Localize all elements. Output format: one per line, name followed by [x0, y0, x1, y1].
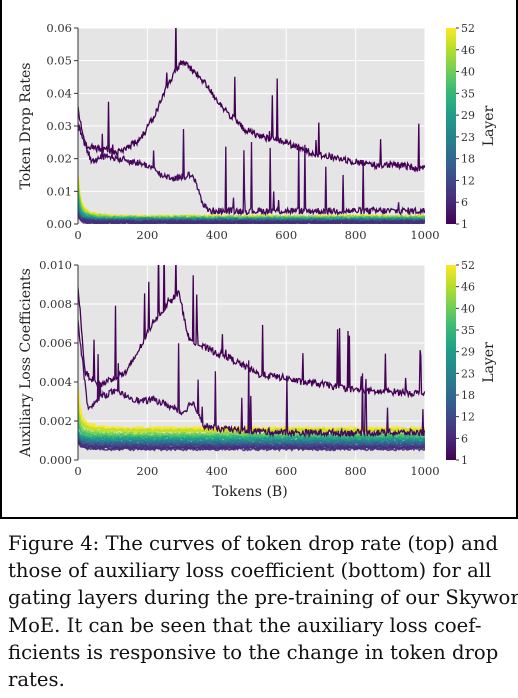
y-tick-label: 0.006	[39, 336, 72, 350]
x-tick-label: 200	[136, 464, 158, 478]
y-tick-label: 0.00	[46, 217, 72, 231]
layer-line-highlight	[78, 265, 425, 399]
colorbar-tick-label: 18	[461, 389, 475, 402]
colorbar-tick-label: 1	[461, 218, 468, 231]
frame-bottom-border	[0, 517, 518, 519]
layer-line	[78, 434, 425, 445]
layer-line	[78, 422, 425, 439]
series-group	[78, 265, 425, 452]
layer-line	[78, 439, 425, 451]
colorbar-label: Layer	[481, 105, 497, 146]
colorbar-tick-label: 52	[461, 22, 475, 35]
x-tick-label: 1000	[410, 464, 439, 478]
y-tick-label: 0.000	[39, 453, 72, 467]
y-tick-label: 0.01	[46, 184, 72, 198]
colorbar-tick-label: 46	[461, 44, 475, 57]
layer-line-highlight	[78, 320, 425, 439]
x-tick-label: 200	[136, 228, 158, 242]
x-tick-label: 0	[74, 464, 81, 478]
layer-line	[78, 441, 425, 452]
aux-loss-coefficient-panel: 0.000 0.002 0.004 0.006 0.008 0.010 0 200 400 600…	[18, 258, 497, 478]
y-axis-label: Token Drop Rates	[18, 63, 34, 190]
x-tick-label: 600	[275, 228, 297, 242]
caption-line: rates.	[8, 668, 65, 692]
frame-right-border	[516, 0, 518, 518]
colorbar-tick-label: 6	[461, 196, 468, 209]
x-axis-label: Tokens (B)	[212, 484, 287, 500]
colorbar-tick-label: 12	[461, 174, 475, 187]
layer-line	[78, 431, 425, 441]
colorbar-tick-label: 12	[461, 411, 475, 424]
y-tick-label: 0.06	[46, 21, 72, 35]
colorbar-tick-label: 23	[461, 367, 475, 380]
y-tick-label: 0.004	[39, 375, 72, 389]
colorbar-tick-label: 1	[461, 454, 468, 467]
y-tick-label: 0.02	[46, 152, 72, 166]
colorbar-tick-label: 29	[461, 346, 475, 359]
token-drop-rate-panel: 0.00 0.01 0.02 0.03 0.04 0.05 0.06 0 200 400 600 80…	[18, 21, 497, 242]
colorbar-tick-label: 35	[461, 87, 475, 100]
y-tick-label: 0.008	[39, 297, 72, 311]
x-tick-label: 600	[275, 464, 297, 478]
y-tick-label: 0.04	[46, 86, 72, 100]
series-group	[78, 28, 425, 224]
colorbar-tick-label: 18	[461, 153, 475, 166]
layer-line-highlight	[78, 28, 425, 173]
y-axis-label: Auxiliary Loss Coefficients	[18, 268, 34, 458]
y-tick-label: 0.05	[46, 54, 72, 68]
x-tick-label: 400	[206, 464, 228, 478]
caption-line: ficients is responsive to the change in …	[8, 640, 499, 664]
colorbar-tick-label: 46	[461, 281, 475, 294]
figure-caption: Figure 4: The curves of token drop rate …	[8, 530, 518, 693]
x-tick-label: 800	[345, 464, 367, 478]
x-tick-label: 1000	[410, 228, 439, 242]
colorbar-label: Layer	[481, 342, 497, 383]
layer-line	[78, 214, 425, 224]
colorbar-tick-label: 6	[461, 432, 468, 445]
colorbar-tick-label: 40	[461, 66, 475, 79]
colorbar-tick-label: 23	[461, 131, 475, 144]
colorbar	[446, 265, 456, 460]
colorbar-tick-label: 29	[461, 109, 475, 122]
colorbar-tick-label: 52	[461, 259, 475, 272]
colorbar	[446, 28, 456, 224]
y-tick-label: 0.03	[46, 119, 72, 133]
colorbar-tick-label: 40	[461, 302, 475, 315]
y-tick-label: 0.010	[39, 258, 72, 272]
frame-left-border	[0, 0, 2, 518]
caption-line: gating layers during the pre-training of…	[8, 586, 518, 610]
x-tick-label: 0	[74, 228, 81, 242]
layer-line	[78, 436, 425, 447]
y-tick-label: 0.002	[39, 414, 72, 428]
caption-line: those of auxiliary loss coefficient (bot…	[8, 559, 492, 583]
layer-line-highlight	[78, 122, 425, 217]
figure: 0.000.010.020.030.040.050.060 200 400 600 80…	[18, 21, 497, 500]
x-tick-label: 800	[345, 228, 367, 242]
caption-line: MoE. It can be seen that the auxiliary l…	[8, 613, 482, 637]
caption-line: Figure 4: The curves of token drop rate …	[8, 532, 498, 555]
x-tick-label: 400	[206, 228, 228, 242]
colorbar-tick-label: 35	[461, 324, 475, 337]
